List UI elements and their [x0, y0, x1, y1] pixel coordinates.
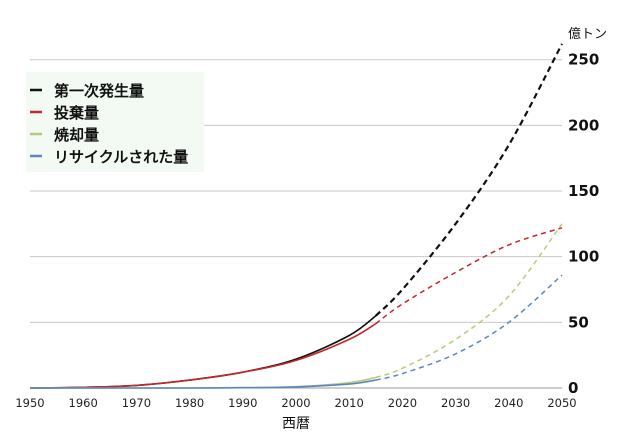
series-line-2-projection	[375, 223, 563, 379]
x-tick-label-2000: 2000	[281, 396, 310, 410]
x-tick-label-1990: 1990	[228, 396, 257, 410]
x-tick-label-1980: 1980	[175, 396, 204, 410]
series-line-0-projection	[375, 43, 563, 317]
y-tick-label-150: 150	[568, 182, 599, 200]
x-tick-label-2010: 2010	[335, 396, 364, 410]
y-tick-label-50: 50	[568, 313, 589, 331]
series-line-3-projection	[375, 274, 563, 381]
y-tick-label-100: 100	[568, 248, 599, 266]
x-tick-label-2050: 2050	[547, 396, 576, 410]
y-tick-label-0: 0	[568, 379, 578, 397]
x-tick-label-2030: 2030	[441, 396, 470, 410]
legend-label-1: 投棄量	[54, 104, 99, 122]
legend-label-2: 焼却量	[54, 126, 99, 144]
y-tick-label-200: 200	[568, 116, 599, 134]
series-line-3-historical	[29, 379, 376, 389]
x-tick-label-2020: 2020	[388, 396, 417, 410]
series-line-1-projection	[375, 227, 563, 325]
x-tick-label-1950: 1950	[15, 396, 44, 410]
y-tick-label-250: 250	[568, 51, 599, 69]
legend-label-0: 第一次発生量	[54, 82, 144, 100]
legend-label-3: リサイクルされた量	[54, 148, 188, 166]
x-axis-title: 西暦	[282, 416, 310, 432]
series-line-1-historical	[29, 323, 377, 389]
x-tick-label-2040: 2040	[494, 396, 523, 410]
series-lines	[29, 43, 563, 389]
x-tick-label-1960: 1960	[69, 396, 98, 410]
legend-box	[26, 72, 204, 172]
series-line-0-historical	[29, 315, 377, 389]
y-axis-unit-label: 億トン	[568, 26, 607, 42]
x-tick-label-1970: 1970	[122, 396, 151, 410]
